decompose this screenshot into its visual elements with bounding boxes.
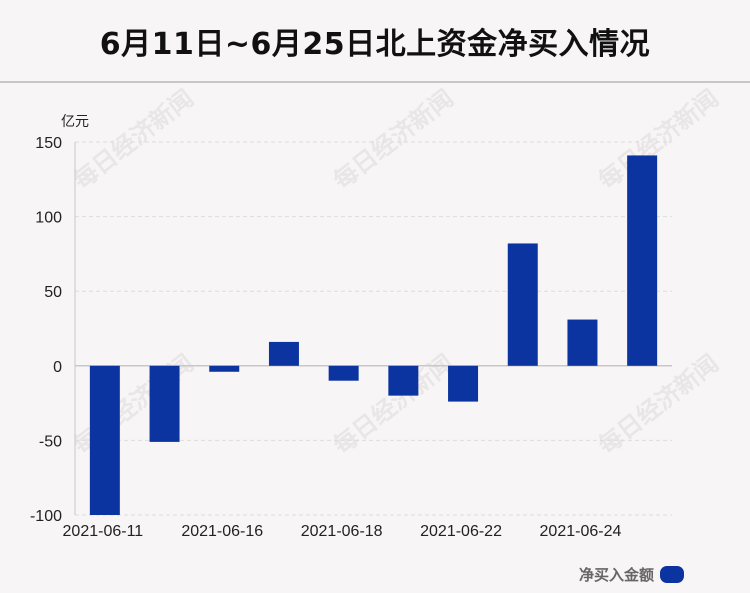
legend: 净买入金额 bbox=[579, 564, 684, 585]
bar bbox=[567, 319, 598, 366]
x-tick-label: 2021-06-11 bbox=[63, 523, 144, 540]
bar bbox=[627, 155, 658, 366]
y-tick-label: -100 bbox=[30, 508, 62, 525]
bar bbox=[89, 365, 120, 515]
legend-swatch bbox=[660, 566, 684, 583]
chart-header: 6月11日~6月25日北上资金净买入情况 bbox=[0, 0, 750, 83]
y-axis-unit-label: 亿元 bbox=[61, 114, 89, 130]
y-tick-label: 50 bbox=[44, 284, 62, 301]
x-tick-label: 2021-06-16 bbox=[181, 523, 263, 540]
y-tick-label: 0 bbox=[53, 359, 62, 376]
x-tick-label: 2021-06-18 bbox=[301, 523, 383, 540]
y-tick-label: 150 bbox=[35, 135, 62, 152]
bar bbox=[209, 365, 240, 372]
y-tick-label: -50 bbox=[39, 433, 62, 450]
y-tick-label: 100 bbox=[35, 210, 62, 227]
x-tick-label: 2021-06-22 bbox=[420, 523, 502, 540]
bar bbox=[268, 341, 299, 366]
bar bbox=[507, 243, 538, 366]
bar bbox=[388, 365, 419, 396]
bar bbox=[149, 365, 180, 442]
chart-title: 6月11日~6月25日北上资金净买入情况 bbox=[99, 26, 651, 62]
bar bbox=[328, 365, 359, 381]
x-tick-label: 2021-06-24 bbox=[540, 523, 622, 540]
legend-label: 净买入金额 bbox=[578, 566, 654, 584]
bar bbox=[448, 365, 479, 402]
